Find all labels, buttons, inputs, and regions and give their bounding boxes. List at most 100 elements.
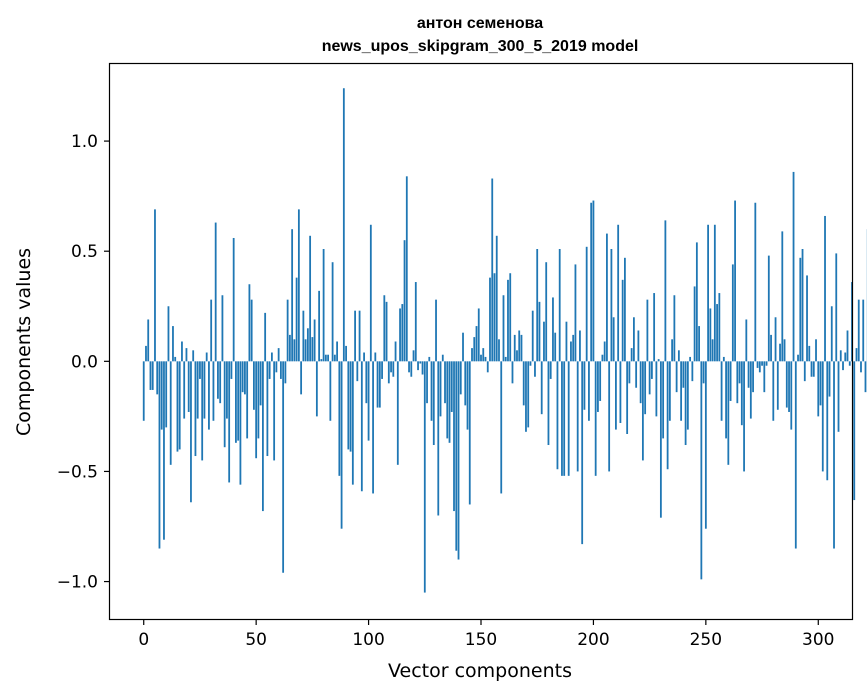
bar-311 [842,361,844,371]
bar-321 [864,361,867,393]
bar-52 [259,361,262,406]
bar-262 [731,264,734,362]
bar-245 [693,286,696,362]
bar-65 [288,334,291,362]
bar-162 [507,279,509,362]
bar-152 [484,356,487,362]
bar-234 [668,361,671,421]
bar-3 [149,361,152,390]
bar-18 [183,361,186,419]
bar-170 [525,361,527,432]
bar-314 [848,361,851,366]
bar-0 [142,361,145,421]
bar-158 [498,339,500,362]
bar-33 [217,361,219,399]
bar-87 [338,361,341,476]
bar-236 [673,295,676,362]
bar-144 [466,361,469,430]
bar-296 [808,345,811,362]
bar-66 [291,229,294,362]
bar-275 [761,361,763,366]
bar-115 [401,304,404,362]
bar-59 [275,361,278,373]
bar-235 [671,339,674,362]
bar-195 [581,361,584,545]
bar-223 [644,361,647,415]
bar-303 [824,215,826,362]
bar-61 [279,361,282,379]
bar-54 [264,312,267,362]
x-axis-label: Vector components [388,660,572,682]
bar-155 [491,178,494,362]
bar-287 [788,361,790,412]
bar-171 [527,361,530,428]
x-tick-label: 250 [690,630,722,650]
bar-128 [430,361,433,421]
bar-41 [235,361,237,443]
bar-93 [351,361,354,485]
bar-211 [617,224,620,362]
bar-167 [518,330,521,362]
bar-280 [772,361,775,421]
bar-185 [558,249,561,362]
bar-208 [610,249,613,362]
bar-300 [817,361,820,417]
bar-172 [529,361,532,366]
bar-166 [516,350,518,362]
bar-113 [396,361,399,465]
bar-265 [738,361,741,384]
bar-206 [606,233,608,362]
bar-299 [815,339,817,362]
bar-15 [176,361,179,452]
bar-302 [821,361,824,472]
bar-67 [293,339,296,362]
bar-58 [273,361,276,461]
bar-233 [666,361,669,470]
bar-127 [428,356,431,362]
bar-212 [619,361,622,423]
bar-291 [797,354,799,362]
bar-254 [713,224,716,362]
bar-21 [190,361,192,503]
bar-63 [284,361,287,384]
bar-25 [199,361,201,379]
bar-203 [599,361,602,401]
bar-201 [594,361,597,476]
bar-242 [686,361,689,430]
bar-99 [365,361,368,404]
bar-230 [659,361,662,518]
bar-5 [154,209,156,362]
bar-47 [248,284,251,362]
bar-9 [163,361,165,540]
bar-231 [662,361,665,439]
bar-319 [860,361,862,373]
bar-200 [592,200,595,362]
bar-164 [511,361,514,384]
bar-215 [626,361,629,434]
bar-178 [543,321,545,362]
bar-247 [698,326,700,362]
bar-35 [221,295,224,362]
bar-30 [210,299,213,362]
bar-157 [495,235,498,362]
bar-43 [239,361,242,485]
bar-160 [502,295,505,362]
y-tick-label: 1.0 [71,132,98,152]
y-axis-label: Components values [13,248,35,436]
bar-161 [504,356,507,362]
bar-228 [655,361,658,417]
bar-282 [776,361,779,410]
bar-279 [770,334,772,362]
bar-145 [468,361,471,505]
bar-32 [214,222,217,362]
bar-151 [482,348,485,362]
y-tick-label: 0.5 [71,242,98,262]
bar-17 [181,341,183,362]
bar-135 [446,361,449,439]
bar-294 [803,361,806,382]
bar-36 [223,361,226,448]
bar-137 [450,361,453,412]
bar-85 [333,354,336,362]
bar-123 [419,361,422,364]
bar-276 [763,361,766,393]
